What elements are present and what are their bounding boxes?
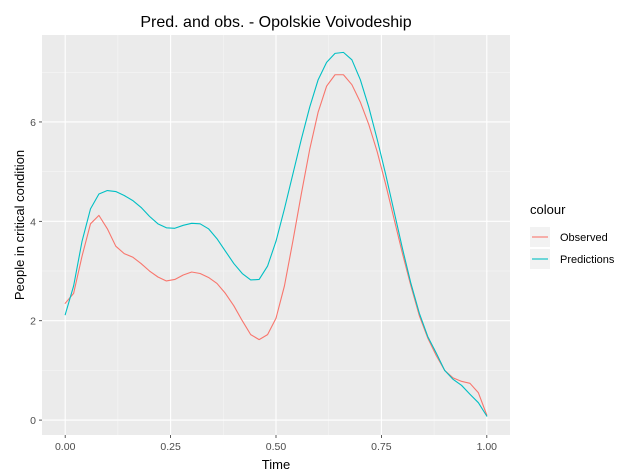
x-tick-label: 0.50 bbox=[266, 441, 287, 453]
series-line-predictions bbox=[64, 51, 488, 417]
legend-key-observed bbox=[530, 227, 550, 247]
axis-ticks: 0.00 0.25 0.50 0.75 1.00 0 2 4 6 bbox=[30, 117, 497, 453]
y-axis-title: People in critical condition bbox=[12, 150, 27, 300]
y-tick-label: 4 bbox=[30, 216, 36, 228]
legend-label-observed: Observed bbox=[560, 232, 608, 244]
x-tick-label: 0.25 bbox=[160, 441, 181, 453]
x-tick-label: 1.00 bbox=[477, 441, 498, 453]
y-tick-label: 2 bbox=[30, 316, 36, 328]
legend-key-predictions bbox=[530, 249, 550, 269]
legend: colour Observed Predictions bbox=[530, 202, 615, 269]
legend-label-predictions: Predictions bbox=[560, 254, 615, 266]
y-tick-label: 0 bbox=[30, 415, 36, 427]
major-gridlines bbox=[42, 35, 510, 435]
series-layer bbox=[64, 51, 488, 417]
x-tick-label: 0.00 bbox=[55, 441, 76, 453]
series-line-observed bbox=[64, 74, 488, 416]
legend-title: colour bbox=[530, 202, 566, 217]
x-axis-title: Time bbox=[262, 457, 290, 472]
x-tick-label: 0.75 bbox=[371, 441, 392, 453]
y-tick-label: 6 bbox=[30, 117, 36, 129]
chart-title: Pred. and obs. - Opolskie Voivodeship bbox=[140, 14, 411, 31]
